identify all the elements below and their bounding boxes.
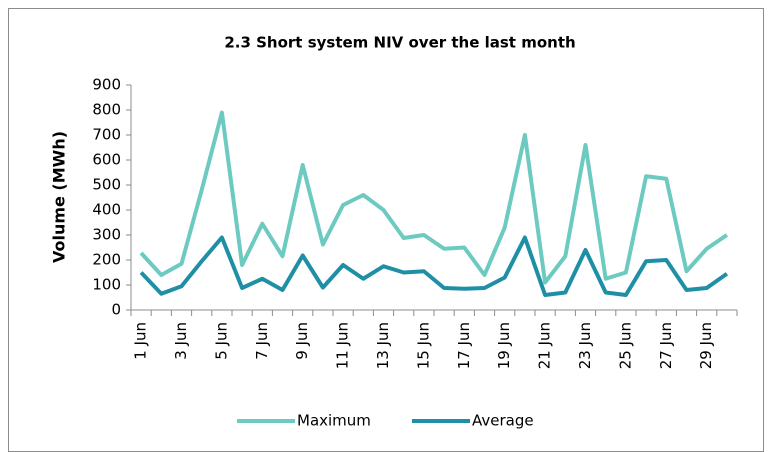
x-tick-label: 13 Jun bbox=[374, 322, 392, 369]
legend-label: Maximum bbox=[297, 412, 371, 430]
y-axis-label: Volume (MWh) bbox=[50, 131, 69, 263]
y-tick-label: 100 bbox=[92, 276, 121, 294]
y-tick-label: 0 bbox=[111, 301, 121, 319]
legend-label: Average bbox=[472, 412, 534, 430]
x-tick-label: 1 Jun bbox=[132, 322, 150, 360]
x-tick-label: 3 Jun bbox=[172, 322, 190, 360]
chart-title: 2.3 Short system NIV over the last month bbox=[224, 34, 575, 52]
x-tick-label: 11 Jun bbox=[334, 322, 352, 369]
x-tick-label: 5 Jun bbox=[212, 322, 230, 360]
y-tick-label: 300 bbox=[92, 226, 121, 244]
x-tick-label: 21 Jun bbox=[536, 322, 554, 369]
series-line bbox=[139, 235, 729, 297]
x-tick-label: 17 Jun bbox=[455, 322, 473, 369]
y-tick-label: 800 bbox=[92, 101, 121, 119]
x-tick-label: 7 Jun bbox=[253, 322, 271, 360]
x-tick-label: 25 Jun bbox=[616, 322, 634, 369]
y-tick-label: 500 bbox=[92, 176, 121, 194]
y-tick-label: 600 bbox=[92, 151, 121, 169]
x-tick-label: 19 Jun bbox=[495, 322, 513, 369]
x-tick-label: 9 Jun bbox=[293, 322, 311, 360]
x-tick-label: 27 Jun bbox=[657, 322, 675, 369]
y-tick-label: 400 bbox=[92, 201, 121, 219]
chart-border bbox=[8, 8, 764, 452]
y-tick-label: 200 bbox=[92, 251, 121, 269]
y-tick-label: 900 bbox=[92, 76, 121, 94]
x-tick-label: 23 Jun bbox=[576, 322, 594, 369]
x-tick-label: 29 Jun bbox=[697, 322, 715, 369]
x-tick-label: 15 Jun bbox=[414, 322, 432, 369]
y-tick-label: 700 bbox=[92, 126, 121, 144]
series-line bbox=[139, 110, 729, 285]
